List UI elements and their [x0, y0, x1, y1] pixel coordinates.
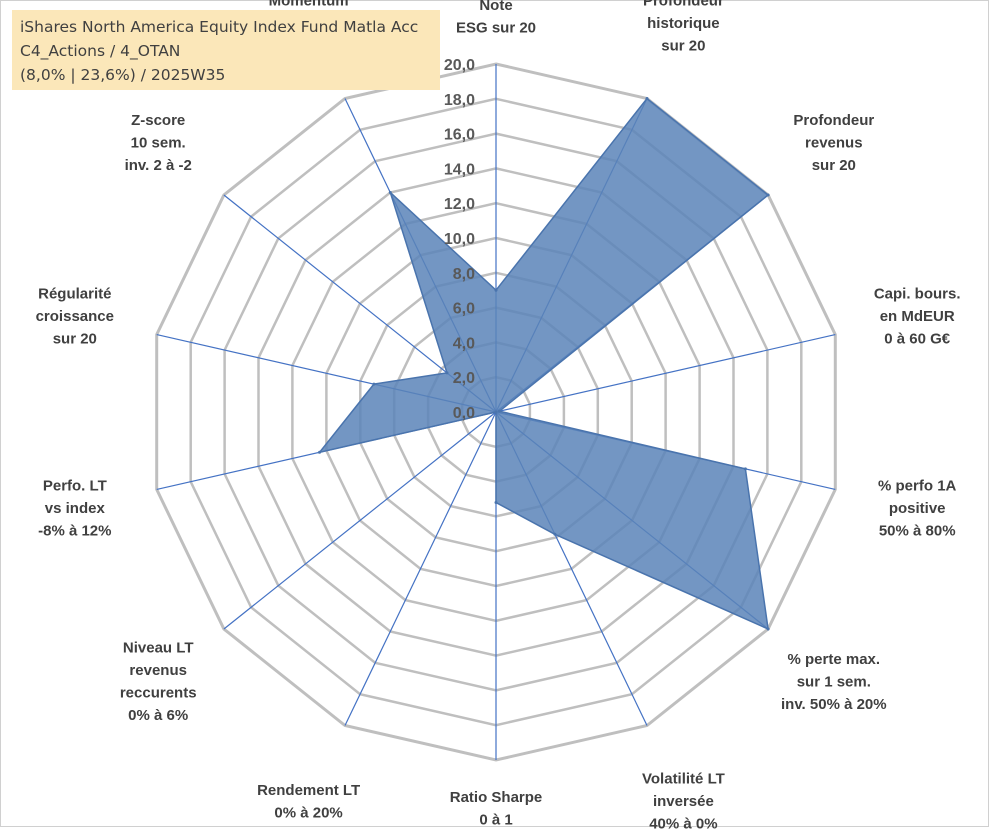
category-label-line: Profondeur: [793, 112, 874, 129]
tick-label: 12,0: [444, 196, 475, 213]
data-point: [494, 501, 498, 504]
category-label-line: en MdEUR: [880, 308, 955, 325]
category-label-line: revenus: [129, 662, 187, 679]
category-label: Z-score 10 sem. inv. 2 à -2: [125, 112, 192, 174]
category-label-line: sur 20: [812, 157, 856, 174]
series: [317, 97, 770, 631]
spoke-line: [495, 334, 836, 413]
tick-label: 10,0: [444, 231, 475, 248]
tick-label: 0,0: [453, 405, 475, 422]
category-label: Perfo. LT vs index -8% à 12%: [38, 478, 111, 540]
category-label-line: Régularité: [38, 285, 111, 302]
category-label: % perfo 1A positive 50% à 80%: [878, 478, 957, 540]
tick-labels: 0,0 2,0 4,0 6,0 8,0 10,0 12,0 14,0 16,0 18,0 20,0: [444, 57, 475, 422]
category-label-line: % perfo 1A: [878, 478, 957, 495]
tick-label: 18,0: [444, 92, 475, 109]
category-label-line: reccurents: [120, 685, 197, 702]
spoke-line: [223, 411, 497, 630]
category-label-line: Note: [479, 0, 512, 14]
category-label: Volatilité LT inversée 40% à 0%: [642, 771, 725, 829]
tick-label: 20,0: [444, 57, 475, 74]
data-point: [494, 410, 498, 414]
category-label-line: sur 20: [53, 330, 97, 347]
category-label-line: croissance: [36, 308, 114, 325]
tick-label: 4,0: [453, 335, 475, 352]
category-label-line: Perfo. LT: [43, 478, 107, 495]
data-point: [766, 193, 770, 197]
category-label: Rendement LT 0% à 20%: [257, 782, 360, 822]
data-point: [645, 97, 649, 100]
category-label-line: sur 1 sem.: [797, 673, 871, 690]
data-point: [388, 191, 392, 194]
category-labels: Note ESG sur 20 Profondeur historique sur 20…: [36, 0, 961, 829]
series-area: [317, 97, 770, 631]
fund-category: C4_Actions / 4_OTAN: [20, 42, 181, 60]
category-label: Profondeur revenus sur 20: [793, 112, 874, 174]
data-point: [318, 450, 322, 454]
data-point: [553, 532, 557, 536]
tick-label: 8,0: [453, 266, 475, 283]
category-label-line: Volatilité LT: [642, 771, 725, 788]
category-label-line: -8% à 12%: [38, 523, 111, 540]
category-label: Ratio Sharpe 0 à 1: [450, 789, 543, 829]
category-label-line: 50% à 80%: [879, 523, 956, 540]
tick-label: 6,0: [453, 301, 475, 318]
category-label-line: historique: [647, 15, 720, 32]
category-label-line: % perte max.: [788, 651, 881, 668]
data-point: [445, 371, 449, 375]
category-label-line: inversée: [653, 793, 714, 810]
fund-stats: (8,0% | 23,6%) / 2025W35: [20, 66, 226, 84]
data-point: [497, 409, 501, 413]
category-label-line: 0 à 60 G€: [884, 330, 951, 347]
category-label-line: Profondeur: [643, 0, 724, 9]
category-label-line: revenus: [805, 135, 863, 152]
category-label-line: vs index: [45, 500, 106, 517]
category-label-line: Z-score: [131, 112, 185, 129]
category-label-line: Momentum: [269, 0, 349, 9]
category-label: Capi. bours. en MdEUR 0 à 60 G€: [874, 285, 961, 347]
data-point: [766, 627, 770, 631]
category-label-line: 0% à 20%: [274, 805, 342, 822]
category-label-line: Rendement LT: [257, 782, 360, 799]
category-label-line: inv. 50% à 20%: [781, 696, 887, 713]
category-label: % perte max. sur 1 sem. inv. 50% à 20%: [781, 651, 887, 713]
data-point: [743, 467, 747, 471]
category-label: Régularité croissance sur 20: [36, 285, 114, 347]
category-label-line: inv. 2 à -2: [125, 157, 192, 174]
category-label: Profondeur historique sur 20: [643, 0, 724, 54]
category-label-line: ESG sur 20: [456, 19, 536, 36]
category-label-line: Ratio Sharpe: [450, 789, 543, 806]
category-label-line: 0% à 6%: [128, 707, 188, 724]
category-label-line: positive: [889, 500, 946, 517]
fund-title-box: iShares North America Equity Index Fund …: [12, 10, 440, 90]
tick-label: 14,0: [444, 161, 475, 178]
data-point: [372, 382, 376, 386]
tick-label: 2,0: [453, 370, 475, 387]
fund-name: iShares North America Equity Index Fund …: [20, 18, 419, 36]
data-point: [494, 288, 498, 292]
category-label: Niveau LT revenus reccurents 0% à 6%: [120, 640, 197, 725]
category-label-line: 0 à 1: [479, 811, 512, 828]
tick-label: 16,0: [444, 127, 475, 144]
category-label-line: sur 20: [661, 37, 705, 54]
category-label: Note ESG sur 20: [456, 0, 536, 36]
spoke-line: [344, 411, 497, 726]
category-label-line: 40% à 0%: [649, 816, 717, 829]
category-label-line: 10 sem.: [131, 135, 186, 152]
category-label-line: Niveau LT: [123, 640, 194, 657]
category-label-line: Capi. bours.: [874, 285, 961, 302]
